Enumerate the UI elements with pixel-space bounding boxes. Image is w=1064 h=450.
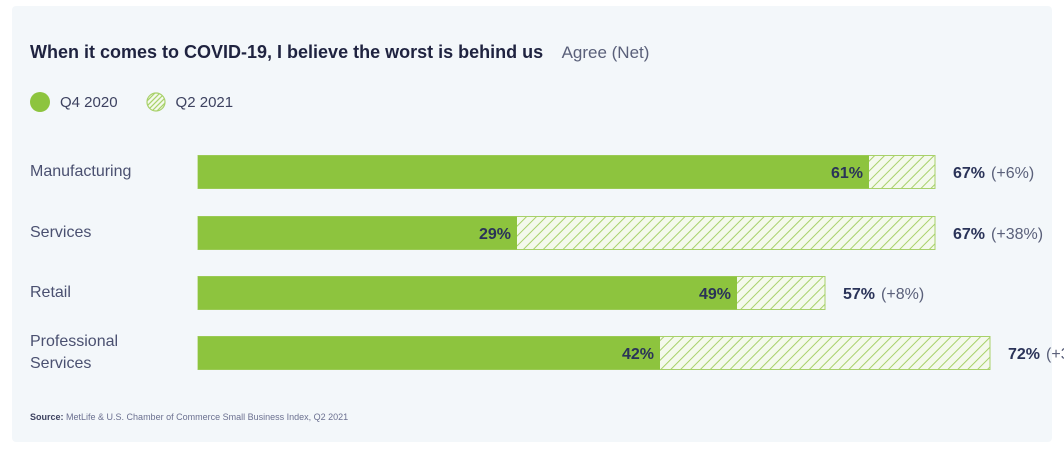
legend-label-q2-2021: Q2 2021 (175, 93, 234, 111)
category-label: Professional Services (30, 333, 119, 372)
bar-end-label: 57% (+8%) (843, 286, 924, 303)
bar-value-label: 49% (699, 286, 731, 303)
source-text: MetLife & U.S. Chamber of Commerce Small… (66, 412, 349, 422)
bar-q4-2020 (198, 216, 517, 250)
chart-title: When it comes to COVID-19, I believe the… (30, 42, 544, 62)
chart-header: When it comes to COVID-19, I believe the… (30, 42, 649, 63)
legend-swatch-hatched (145, 92, 166, 112)
chart-legend: Q4 2020 Q2 2021 (30, 92, 261, 112)
bar-end-label: 67% (+38%) (953, 226, 1043, 243)
legend-label-q4-2020: Q4 2020 (60, 93, 118, 111)
bar-end-label: 72%(+30%) (1008, 346, 1064, 363)
legend-item-q2-2021: Q2 2021 (145, 92, 234, 112)
bar-value-label: 42% (622, 346, 654, 363)
source-note: Source: MetLife & U.S. Chamber of Commer… (30, 412, 348, 422)
bar-end-label: 67% (+6%) (953, 165, 1034, 182)
bar-value-label: 29% (479, 226, 511, 243)
legend-item-q4-2020: Q4 2020 (30, 92, 118, 112)
source-prefix: Source: (30, 412, 64, 422)
bar-q4-2020 (198, 155, 869, 189)
legend-swatch-solid (30, 92, 50, 112)
category-label: Services (30, 224, 92, 241)
bar-q4-2020 (198, 276, 737, 310)
bar-q4-2020 (198, 336, 660, 370)
bar-value-label: 61% (831, 165, 863, 182)
category-label: Manufacturing (30, 163, 132, 180)
category-label: Retail (30, 284, 71, 301)
chart-subtitle: Agree (Net) (561, 43, 650, 62)
